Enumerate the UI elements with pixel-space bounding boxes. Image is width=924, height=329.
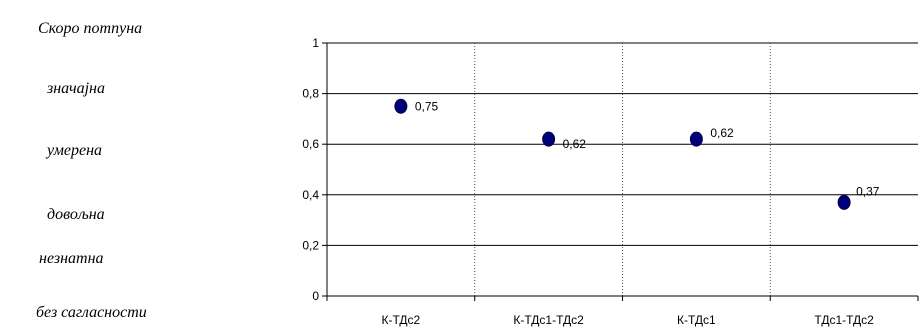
x-tick-label: ТДс1-ТДс2 — [814, 313, 874, 327]
data-point — [689, 131, 703, 147]
data-label: 0,62 — [710, 126, 734, 140]
data-point — [394, 98, 408, 114]
scale-label-moderate: умерена — [47, 142, 103, 159]
y-tick-label: 0,2 — [302, 238, 319, 252]
y-tick-label: 0,6 — [302, 137, 319, 151]
scale-label-almost-complete: Скоро потпуна — [38, 20, 143, 37]
y-tick-label: 0,8 — [302, 87, 319, 101]
x-tick-label: К-ТДс2 — [382, 313, 421, 327]
data-point — [542, 131, 556, 147]
data-label: 0,37 — [856, 184, 880, 198]
data-label: 0,75 — [415, 99, 439, 113]
y-tick-label: 0 — [312, 289, 319, 303]
x-tick-label: К-ТДс1 — [677, 313, 716, 327]
data-label: 0,62 — [563, 137, 587, 151]
scale-label-sufficient: довољна — [47, 206, 105, 223]
y-tick-label: 0,4 — [302, 188, 319, 202]
scale-label-no-agreement: без сагласности — [36, 304, 147, 321]
data-point — [837, 194, 851, 210]
x-tick-label: К-ТДс1-ТДс2 — [513, 313, 584, 327]
y-tick-label: 1 — [312, 36, 319, 50]
scale-label-significant: значајна — [47, 80, 105, 97]
scale-label-negligible: незнатна — [39, 250, 104, 267]
